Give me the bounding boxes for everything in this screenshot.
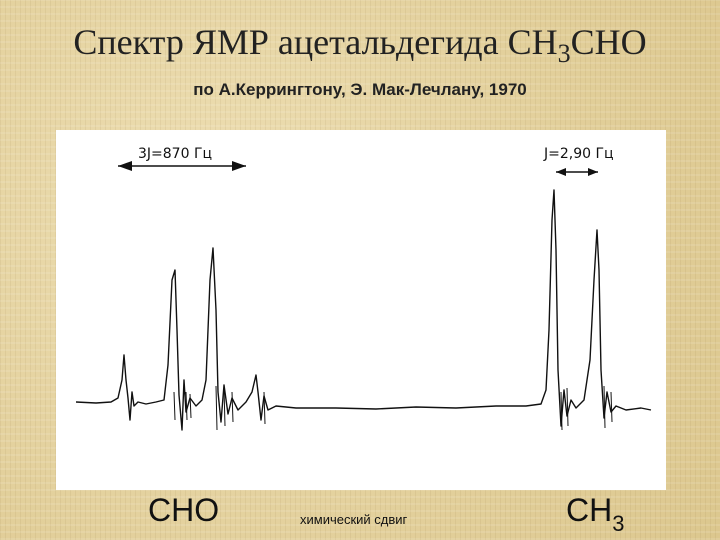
ch3-peak-label: CH3: [566, 492, 625, 536]
chemical-shift-axis-label: химический сдвиг: [300, 512, 408, 527]
nmr-spectrum-svg: 3J=870 Гц J=2,90 Гц: [75, 146, 652, 431]
nmr-spectrum-panel: 3J=870 Гц J=2,90 Гц: [56, 130, 666, 490]
left-coupling-label: 3J=870 Гц: [138, 146, 212, 162]
right-coupling-arrow: [556, 168, 598, 176]
slide-title: Спектр ЯМР ацетальдегида CH3CHO: [73, 22, 647, 68]
left-coupling-arrow: [118, 161, 246, 171]
right-coupling-label: J=2,90 Гц: [543, 146, 614, 162]
spectrum-noise: [173, 385, 613, 431]
cho-peak-label: CHO: [148, 492, 220, 528]
spectrum-trace: [75, 189, 652, 431]
slide-subtitle: по А.Керрингтону, Э. Мак-Лечлану, 1970: [193, 80, 527, 99]
